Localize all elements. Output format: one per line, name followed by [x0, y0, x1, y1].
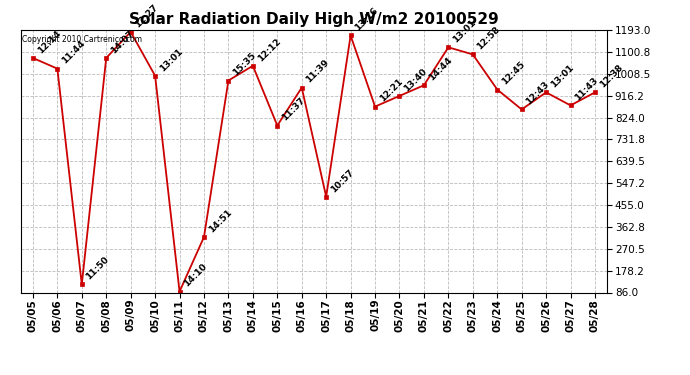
- Text: 12:45: 12:45: [500, 60, 526, 87]
- Text: 10:57: 10:57: [329, 167, 355, 194]
- Text: 12:43: 12:43: [524, 80, 551, 106]
- Text: 13:01: 13:01: [549, 63, 575, 90]
- Text: 14:10: 14:10: [182, 262, 209, 289]
- Title: Solar Radiation Daily High W/m2 20100529: Solar Radiation Daily High W/m2 20100529: [129, 12, 499, 27]
- Text: 12:27: 12:27: [133, 2, 160, 29]
- Text: 11:39: 11:39: [304, 58, 331, 85]
- Text: 13:01: 13:01: [158, 46, 184, 73]
- Text: 11:37: 11:37: [280, 96, 307, 123]
- Text: 11:44: 11:44: [60, 39, 87, 66]
- Text: 12:21: 12:21: [378, 77, 404, 104]
- Text: 12:12: 12:12: [255, 36, 282, 63]
- Text: 15:35: 15:35: [231, 51, 258, 78]
- Text: 11:43: 11:43: [573, 76, 600, 103]
- Text: 12:38: 12:38: [598, 63, 624, 90]
- Text: 14:07: 14:07: [109, 28, 136, 55]
- Text: 12:58: 12:58: [475, 25, 502, 52]
- Text: 13:16: 13:16: [353, 6, 380, 33]
- Text: Copyright 2010 Cartrenico.com: Copyright 2010 Cartrenico.com: [22, 35, 142, 44]
- Text: 14:51: 14:51: [207, 207, 233, 234]
- Text: 11:50: 11:50: [85, 255, 111, 282]
- Text: 12:14: 12:14: [36, 28, 62, 55]
- Text: 13:40: 13:40: [402, 66, 429, 93]
- Text: 14:44: 14:44: [426, 56, 453, 82]
- Text: 13:01: 13:01: [451, 18, 477, 45]
